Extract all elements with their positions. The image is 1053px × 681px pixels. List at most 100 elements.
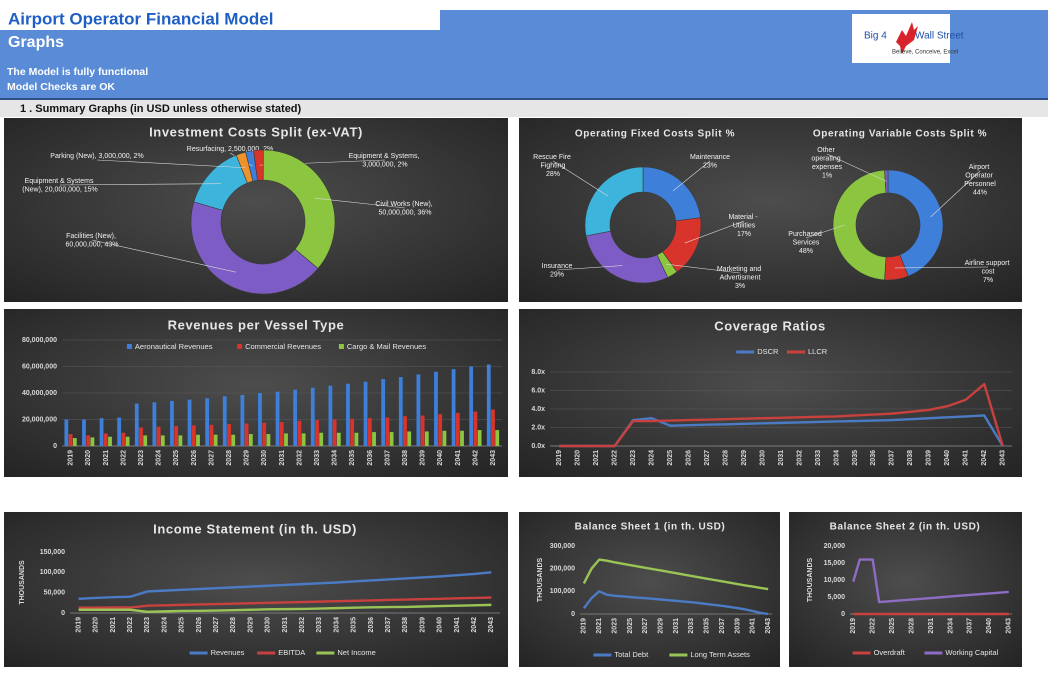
x-tick-label: 2020 [93,617,100,633]
bar [258,393,262,446]
x-tick-label: 2039 [926,450,933,466]
x-tick-label: 2030 [759,450,766,466]
pie-slice [262,149,336,269]
x-tick-label: 2040 [986,618,993,634]
bar [121,432,126,446]
leader-line [314,197,406,209]
bar [231,434,236,446]
bar [191,425,196,446]
x-tick-label: 2021 [110,617,117,633]
y-tick-label: 0 [61,610,65,617]
x-tick-label: 2038 [907,450,914,466]
x-tick-label: 2034 [333,617,340,633]
x-tick-label: 2036 [870,450,877,466]
x-tick-label: 2025 [889,618,896,634]
data-label: Facilities (New), 60,000,000, 43% [66,233,119,249]
chart-panel [519,512,780,667]
x-tick-label: 2031 [282,617,289,633]
pie-slice [584,166,644,237]
x-tick-label: 2026 [685,450,692,466]
bar [319,432,324,446]
chart-title: Investment Costs Split (ex-VAT) [149,124,363,139]
x-tick-label: 2021 [596,618,603,634]
header-bar [440,10,1048,31]
data-label: Civil Works (New), 50,000,000, 36% [375,201,434,217]
data-label: Resurfacing, 2,500,000, 2% [187,146,273,153]
bar [451,369,456,446]
bar [156,426,161,446]
section-title: 1 . Summary Graphs (in USD unless otherw… [20,103,302,115]
leader-line [805,224,845,239]
chart-panel [519,309,1022,477]
bar [363,381,368,446]
x-tick-label: 2029 [247,617,254,633]
logo-eagle [896,22,918,54]
x-tick-label: 2033 [316,617,323,633]
line-series [78,603,492,613]
logo-brand: Big 4 [864,31,887,42]
data-label: Parking (New), 3,000,000, 2% [50,153,143,160]
bar [64,419,69,446]
bar [434,371,438,446]
x-tick-label: 2042 [471,617,478,633]
y-tick-label: 300,000 [550,543,575,550]
bar [442,430,447,446]
bar [424,431,429,446]
chart-title: Operating Fixed Costs Split % [575,129,735,140]
x-tick-label: 2028 [908,618,915,634]
x-tick-label: 2024 [156,450,163,466]
x-tick-label: 2022 [870,618,877,634]
bar [209,424,214,446]
data-label: 48% [799,248,813,255]
x-tick-label: 2039 [734,618,741,634]
header-rule [0,98,1048,100]
y-tick-label: 20,000 [824,543,846,550]
bar [99,418,104,446]
y-tick-label: 50,000 [44,590,66,597]
line-series [582,558,769,591]
bar [262,422,267,446]
category-label: Airport Operator Personnel [964,164,996,188]
pie-slice [190,201,319,295]
bar [174,426,179,446]
bar [90,437,95,446]
bar [293,389,298,446]
leader-line [91,239,237,273]
x-tick-label: 2038 [402,450,409,466]
pie-slice [887,169,944,277]
x-tick-label: 2025 [667,450,674,466]
x-tick-label: 2043 [765,618,772,634]
data-label: 44% [973,189,987,196]
y-tick-label: 6.0x [531,387,545,394]
legend-label: Aeronautical Revenues [135,342,213,351]
legend-swatch [237,344,243,349]
x-tick-label: 2030 [261,450,268,466]
y-tick-label: 40,000,000 [22,390,57,397]
bar [170,400,174,446]
y-tick-label: 80,000,000 [22,337,57,344]
x-tick-label: 2034 [833,450,840,466]
leader-line [894,266,989,269]
bar [72,438,77,446]
legend-label: EBITDA [278,648,305,657]
x-tick-label: 2025 [173,450,180,466]
y-tick-label: 150,000 [40,549,65,556]
bar [420,415,425,446]
x-tick-label: 2027 [704,450,711,466]
bar [332,419,337,446]
x-tick-label: 2039 [419,617,426,633]
x-tick-label: 2033 [314,450,321,466]
leader-line [552,160,609,197]
chart-title: Balance Sheet 1 (in th. USD) [575,522,726,533]
x-tick-label: 2043 [490,450,497,466]
bar [346,383,350,446]
y-tick-label: 20,000,000 [22,416,57,423]
x-tick-label: 2027 [642,618,649,634]
y-tick-label: 0 [841,611,845,618]
line-series [559,382,1004,448]
bar [381,379,386,446]
bar [86,435,91,446]
bar [297,420,302,446]
bar [367,418,372,446]
bar [213,434,218,446]
